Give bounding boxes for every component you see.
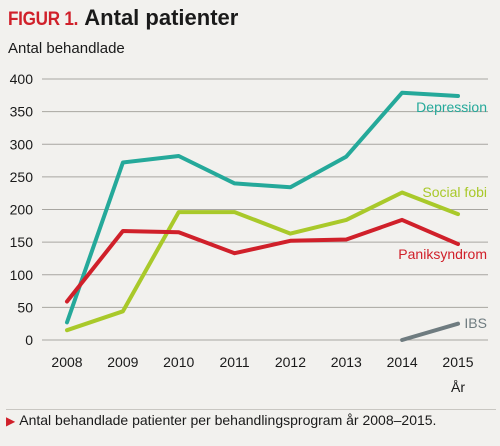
y-tick-label: 100	[10, 267, 34, 283]
x-tick-label: 2010	[163, 354, 194, 370]
series-label: IBS	[464, 315, 487, 331]
series-label: Paniksyndrom	[398, 246, 487, 262]
series-line-depression	[65, 90, 460, 325]
x-tick-label: 2014	[387, 354, 418, 370]
x-tick-label: 2009	[107, 354, 138, 370]
caption-text: Antal behandlade patienter per behandlin…	[19, 412, 437, 428]
figure-caption: ▶ Antal behandlade patienter per behandli…	[6, 409, 496, 428]
y-tick-label: 300	[10, 136, 34, 152]
y-axis-ticks: 0 50 100 150 200 250 300 350 400	[10, 71, 34, 348]
series-lines	[65, 90, 460, 342]
y-tick-label: 400	[10, 71, 34, 87]
chart-title: Antal patienter	[84, 5, 239, 30]
figure-heading: FIGUR 1. Antal patienter	[8, 5, 238, 31]
gridlines	[42, 78, 488, 341]
y-tick-label: 200	[10, 202, 34, 218]
series-label: Social fobi	[422, 184, 487, 200]
x-tick-label: 2015	[442, 354, 473, 370]
x-tick-label: 2013	[331, 354, 362, 370]
x-axis-unit-label: År	[451, 379, 465, 395]
x-axis-ticks: 2008 2009 2010 2011 2012 2013 2014 2015	[51, 354, 473, 370]
series-labels: Depression Social fobi Paniksyndrom IBS	[398, 99, 487, 331]
y-tick-label: 250	[10, 169, 34, 185]
y-tick-label: 150	[10, 234, 34, 250]
x-tick-label: 2012	[275, 354, 306, 370]
y-axis-label: Antal behandlade	[8, 40, 125, 57]
y-tick-label: 50	[17, 299, 33, 315]
series-label: Depression	[416, 99, 487, 115]
series-line-ibs	[400, 321, 460, 342]
y-tick-label: 350	[10, 104, 34, 120]
caption-arrow-icon: ▶	[6, 414, 16, 428]
x-tick-label: 2008	[51, 354, 82, 370]
figure-label: FIGUR 1.	[8, 9, 79, 30]
x-tick-label: 2011	[220, 354, 250, 370]
series-line-paniksyndrom	[65, 217, 460, 304]
y-tick-label: 0	[25, 332, 33, 348]
series-line-social-fobi	[65, 190, 460, 333]
